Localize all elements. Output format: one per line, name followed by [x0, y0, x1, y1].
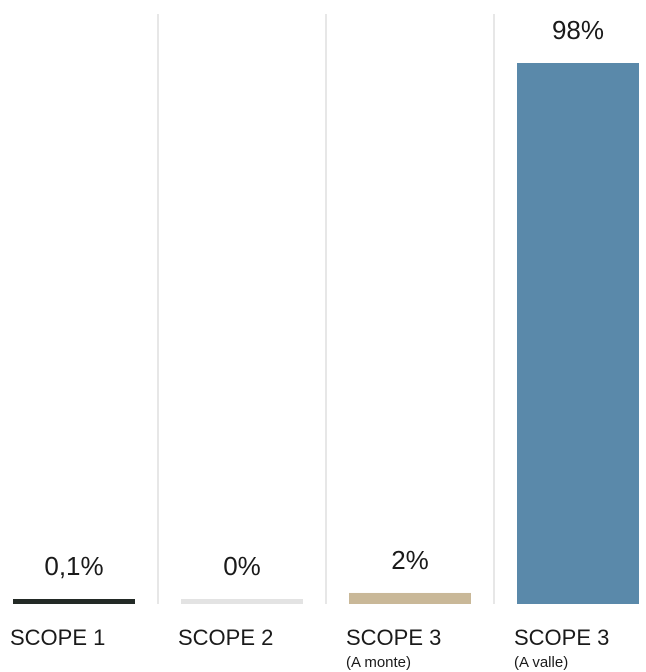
- category-label-3: SCOPE 3: [346, 625, 441, 650]
- bar-3: [349, 592, 471, 604]
- bar-2: [181, 599, 303, 604]
- category-label-2: SCOPE 2: [178, 625, 273, 650]
- labels-group: 0,1% SCOPE 1 0% SCOPE 2 2% SCOPE 3 (A monte) 98…: [10, 15, 609, 671]
- value-label-2: 0%: [223, 551, 261, 581]
- category-sublabel-4: (A valle): [514, 654, 568, 671]
- value-label-1: 0,1%: [44, 551, 103, 581]
- value-label-3: 2%: [391, 545, 429, 575]
- category-label-1: SCOPE 1: [10, 625, 105, 650]
- bar-1: [13, 599, 135, 604]
- bar-4: [517, 63, 639, 604]
- bars-group: [13, 63, 639, 604]
- value-label-4: 98%: [552, 15, 604, 45]
- category-label-4: SCOPE 3: [514, 625, 609, 650]
- category-sublabel-3: (A monte): [346, 654, 411, 671]
